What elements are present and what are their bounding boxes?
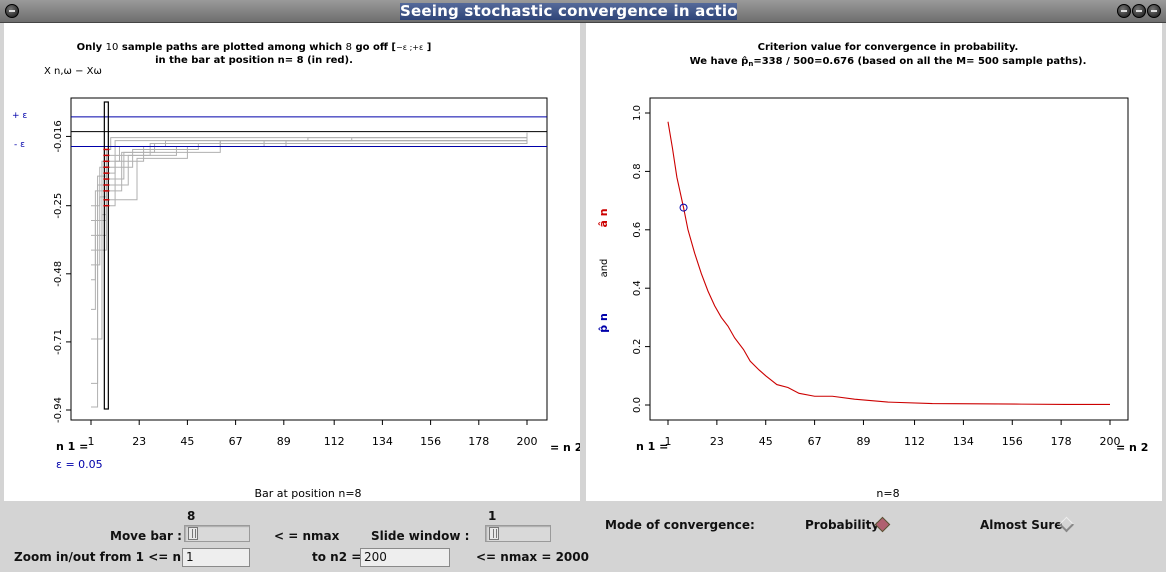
left-plot-frame — [70, 97, 548, 421]
left-y-tick-label: -0.94 — [53, 397, 64, 423]
right-x-tick-label: 200 — [1100, 435, 1121, 448]
zoom-label: Zoom in/out from 1 <= n1 = — [14, 550, 204, 564]
right-x-tick-label: 134 — [953, 435, 974, 448]
right-x-tick-label: 156 — [1002, 435, 1023, 448]
probability-label[interactable]: Probability — [805, 518, 880, 532]
left-n2-label: = n 2 — [550, 441, 580, 454]
left-y-tick-label: -0.016 — [53, 120, 64, 152]
close-icon[interactable] — [1147, 4, 1161, 18]
mode-label: Mode of convergence: — [605, 518, 755, 532]
right-title-line1: Criterion value for convergence in proba… — [758, 42, 1019, 53]
left-overlay — [71, 101, 547, 410]
move-bar-slider-thumb[interactable] — [188, 527, 198, 540]
criterion-chart: Criterion value for convergence in proba… — [597, 42, 1148, 500]
left-x-tick-label: 45 — [180, 435, 194, 448]
left-y-axis-label: X n,ω − Xω — [44, 66, 102, 77]
slide-window-slider-thumb[interactable] — [489, 527, 499, 540]
left-title-line2: in the bar at position n= 8 (in red). — [155, 55, 353, 66]
left-title-line1: Only 10 sample paths are plotted among w… — [77, 42, 432, 53]
right-y-tick-label: 0.6 — [632, 222, 643, 238]
and-axis-label: and — [599, 259, 610, 278]
a-hat-axis-label: â n — [597, 208, 610, 227]
right-x-tick-label: 178 — [1051, 435, 1072, 448]
controls-bar: 8 Move bar : < = nmax 1 Slide window : Z… — [0, 503, 1166, 572]
nmax-eq-label: <= nmax = 2000 — [476, 550, 589, 564]
p-hat-axis-label: p̂ n — [597, 313, 610, 333]
epsilon-value: ε = 0.05 — [56, 458, 103, 471]
left-x-tick-label: 156 — [420, 435, 441, 448]
n1-input[interactable]: 1 — [182, 548, 250, 567]
criterion-plot-panel: Criterion value for convergence in proba… — [586, 23, 1162, 501]
left-y-tick-label: -0.25 — [53, 193, 64, 219]
slide-window-value: 1 — [488, 509, 497, 523]
left-x-tick-label: 112 — [324, 435, 345, 448]
left-n1-label: n 1 = — [56, 440, 88, 453]
right-x-tick-label: 112 — [904, 435, 925, 448]
right-x-tick-label: 1 — [665, 435, 672, 448]
minimize-icon[interactable] — [1117, 4, 1131, 18]
right-x-tick-label: 23 — [710, 435, 724, 448]
right-x-tick-label: 45 — [759, 435, 773, 448]
right-title-line2: We have p̂n=338 / 500=0.676 (based on al… — [690, 55, 1087, 68]
right-n2-label: = n 2 — [1116, 441, 1148, 454]
minus-epsilon-label: - ε — [14, 140, 25, 150]
criterion-curve-line — [667, 121, 1110, 405]
right-y-tick-label: 0.0 — [632, 397, 643, 413]
right-y-tick-label: 0.2 — [632, 339, 643, 355]
plus-epsilon-label: + ε — [12, 111, 27, 121]
sample-path-line — [91, 135, 528, 408]
current-position-marker — [679, 203, 688, 212]
right-bottom-label: n=8 — [876, 487, 899, 500]
window-menu-icon[interactable] — [5, 4, 19, 18]
left-x-tick-label: 200 — [517, 435, 538, 448]
move-bar-value: 8 — [187, 509, 196, 523]
slide-window-slider[interactable] — [485, 525, 551, 542]
left-x-tick-label: 67 — [229, 435, 243, 448]
sample-paths-group — [91, 132, 528, 408]
right-y-tick-label: 1.0 — [632, 105, 643, 121]
right-y-tick-label: 0.8 — [632, 163, 643, 179]
left-bottom-label: Bar at position n=8 — [254, 487, 361, 500]
left-x-tick-label: 89 — [277, 435, 291, 448]
maximize-icon[interactable] — [1132, 4, 1146, 18]
sample-path-line — [91, 132, 528, 236]
sample-paths-chart: Only 10 sample paths are plotted among w… — [12, 42, 582, 500]
left-y-tick-label: -0.71 — [53, 329, 64, 355]
to-n2-label: to n2 = — [312, 550, 362, 564]
sample-path-line — [91, 135, 528, 222]
right-y-tick-label: 0.4 — [632, 280, 643, 296]
right-axes: 0.0 0.2 0.4 0.6 0.8 1.0 1 23 45 67 89 112 134 156 178 2… — [632, 97, 1129, 448]
bar-at-position — [103, 101, 109, 410]
left-axes: -0.016 -0.25 -0.48 -0.71 -0.94 1 23 45 67 89 112 13… — [53, 97, 548, 448]
criterion-curve-group — [667, 121, 1110, 405]
right-x-tick-label: 89 — [856, 435, 870, 448]
sample-path-line — [91, 136, 528, 340]
title-bar: Seeing stochastic convergence in action — [0, 0, 1166, 23]
left-y-tick-label: -0.48 — [53, 261, 64, 287]
n2-input[interactable]: 200 — [360, 548, 450, 567]
sample-path-line — [91, 134, 528, 207]
sample-path-line — [91, 134, 528, 384]
sample-path-line — [91, 133, 528, 251]
right-x-tick-label: 67 — [808, 435, 822, 448]
sample-paths-plot-panel: Only 10 sample paths are plotted among w… — [4, 23, 582, 501]
left-x-tick-label: 1 — [88, 435, 95, 448]
almost-sure-label[interactable]: Almost Sure — [980, 518, 1063, 532]
window-title: Seeing stochastic convergence in action — [400, 3, 737, 20]
right-plot-frame — [649, 97, 1129, 421]
left-x-tick-label: 178 — [468, 435, 489, 448]
move-bar-label: Move bar : — [110, 529, 182, 543]
right-n1-label: n 1 = — [636, 440, 668, 453]
nmax-label: < = nmax — [274, 529, 340, 543]
left-x-tick-label: 134 — [372, 435, 393, 448]
sample-path-line — [91, 134, 528, 310]
left-x-tick-label: 23 — [132, 435, 146, 448]
slide-window-label: Slide window : — [371, 529, 470, 543]
move-bar-slider[interactable] — [184, 525, 250, 542]
